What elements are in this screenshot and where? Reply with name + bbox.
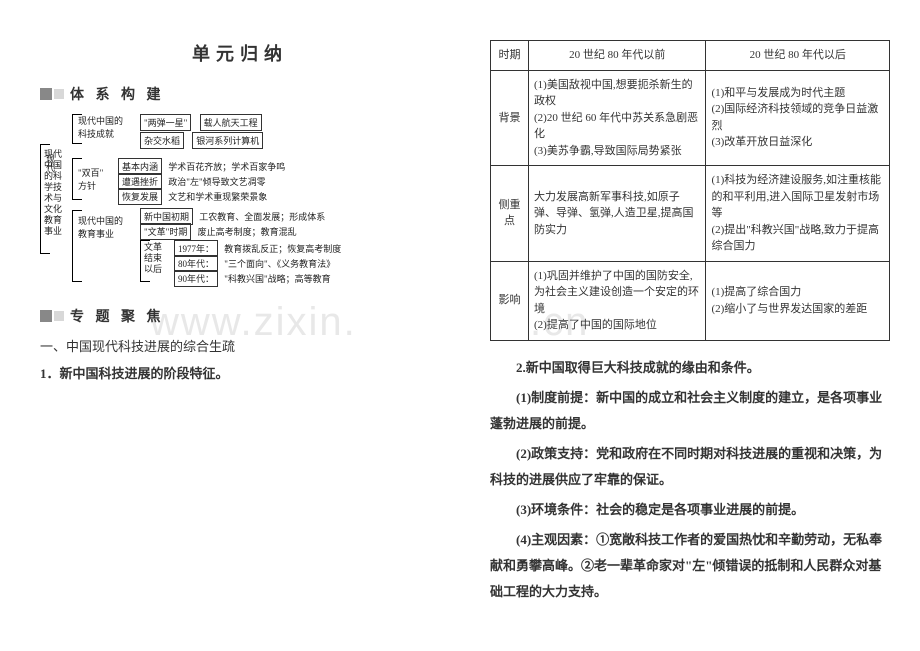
rl6: 文化 [44,204,62,215]
rl2: 中国 [44,160,62,171]
g3a: 现代中国的 [78,214,123,227]
table-row: 影响 (1)巩固并维护了中国的国防安全,为社会主义建设创造一个安定的环境(2)提… [491,261,890,340]
g2b: 方针 [78,179,103,192]
heading-a1: 1．新中国科技进展的阶段特征。 [40,363,440,382]
g2-r3: 恢复发展 文艺和学术重现繁荣景象 [118,188,267,205]
heading-2: 2.新中国取得巨大科技成就的缘由和条件。 [490,355,890,381]
g2r3b: 文艺和学术重现繁荣景象 [168,192,267,202]
para-2: (2)政策支持：党和政府在不同时期对科技进展的重视和决策，为科技的进展供应了牢靠… [490,441,890,493]
g3s1b: 教育拨乱反正；恢复高考制度 [224,244,341,254]
g3r2a: "文革"时期 [140,223,191,240]
rl1: 现代 [44,149,62,160]
g3s3a: 90年代： [174,270,218,287]
square-light-icon [54,311,64,321]
g1-i1: "两弹一星" [140,114,191,131]
g3r1b: 工农教育、全面发展；形成体系 [199,212,325,222]
section-header-2: 专 题 聚 焦 [40,306,440,326]
para-4: (4)主观因素：①宽敞科技工作者的爱国热忱和辛勤劳动，无私奉献和勇攀高峰。②老一… [490,527,890,605]
th-2: 20 世纪 80 年代以后 [706,41,890,71]
square-dark-icon [40,310,52,322]
g3b: 教育事业 [78,227,123,240]
g1-i2r: 银河系列计算机 [192,132,263,149]
rl7: 教育 [44,215,62,226]
row-head-0: 背景 [491,70,529,166]
cell-0-1: (1)美国敌视中国,想要扼杀新生的政权(2)20 世纪 60 年代中苏关系急剧恶… [529,70,706,166]
cell-2-1: (1)巩固并维护了中国的国防安全,为社会主义建设创造一个安定的环境(2)提高了中… [529,261,706,340]
row-head-2: 影响 [491,261,529,340]
g1-row1: "两弹一星" 载人航天工程 [140,114,262,131]
rl5: 术与 [44,193,62,204]
g2-label: "双百" 方针 [78,166,103,192]
rl8: 事业 [44,226,62,237]
left-column: 单元归纳 体 系 构 建 现代 现代 中国 的科 学技 术与 文化 教育 事业 … [40,40,440,390]
g2r3a: 恢复发展 [118,188,162,205]
g1-i2: 杂交水稻 [140,132,184,149]
cell-1-2: (1)科技为经济建设服务,如注重核能的和平利用,进入国际卫星发射市场等(2)提出… [706,166,890,262]
right-column: 时期 20 世纪 80 年代以前 20 世纪 80 年代以后 背景 (1)美国敌… [490,40,890,609]
g3s2b: "三个面向"、《义务教育法》 [224,259,335,269]
heading-a: 一、中国现代科技进展的综合生疏 [40,336,440,355]
g1a: 现代中国的 [78,114,123,127]
g2r1b: 学术百花齐放；学术百家争鸣 [168,162,285,172]
section-title-1: 体 系 构 建 [70,84,165,104]
g3s3b: "科教兴国"战略；高等教育 [224,274,330,284]
g3s3: 以后 [144,264,162,275]
para-3: (3)环境条件：社会的稳定是各项事业进展的前提。 [490,497,890,523]
g1b: 科技成就 [78,127,123,140]
g3-sub-label: 文革 结束 以后 [144,242,162,275]
table-row: 背景 (1)美国敌视中国,想要扼杀新生的政权(2)20 世纪 60 年代中苏关系… [491,70,890,166]
section-title-2: 专 题 聚 焦 [70,306,165,326]
g3s2: 结束 [144,253,162,264]
th-0: 时期 [491,41,529,71]
square-dark-icon [40,88,52,100]
square-light-icon [54,89,64,99]
g1-label: 现代中国的 科技成就 [78,114,123,140]
g1-row2: 杂交水稻 银河系列计算机 [140,132,263,149]
root-multi: 现代 中国 的科 学技 术与 文化 教育 事业 [44,149,62,237]
g2a: "双百" [78,166,103,179]
cell-1-1: 大力发展高新军事科技,如原子弹、导弹、氢弹,人造卫星,提高国防实力 [529,166,706,262]
table-row: 侧重点 大力发展高新军事科技,如原子弹、导弹、氢弹,人造卫星,提高国防实力 (1… [491,166,890,262]
section-header-1: 体 系 构 建 [40,84,440,104]
g3s: 文革 [144,242,162,253]
comparison-table: 时期 20 世纪 80 年代以前 20 世纪 80 年代以后 背景 (1)美国敌… [490,40,890,341]
tree-diagram: 现代 现代 中国 的科 学技 术与 文化 教育 事业 现代中国的 科技成就 "两… [40,114,430,294]
rl4: 学技 [44,182,62,193]
main-title: 单元归纳 [40,40,440,66]
para-1: (1)制度前提：新中国的成立和社会主义制度的建立，是各项事业蓬勃进展的前提。 [490,385,890,437]
table-header-row: 时期 20 世纪 80 年代以前 20 世纪 80 年代以后 [491,41,890,71]
th-1: 20 世纪 80 年代以前 [529,41,706,71]
g3r2b: 废止高考制度；教育混乱 [198,227,297,237]
row-head-1: 侧重点 [491,166,529,262]
rl3: 的科 [44,171,62,182]
g3-label: 现代中国的 教育事业 [78,214,123,240]
g3-r2: "文革"时期 废止高考制度；教育混乱 [140,223,297,240]
cell-2-2: (1)提高了综合国力(2)缩小了与世界发达国家的差距 [706,261,890,340]
g2r2b: 政治"左"倾导致文艺凋零 [168,177,265,187]
g1-i1r: 载人航天工程 [200,114,262,131]
g3-s3: 90年代： "科教兴国"战略；高等教育 [174,270,331,287]
cell-0-2: (1)和平与发展成为时代主题(2)国际经济科技领域的竞争日益激烈(3)改革开放日… [706,70,890,166]
